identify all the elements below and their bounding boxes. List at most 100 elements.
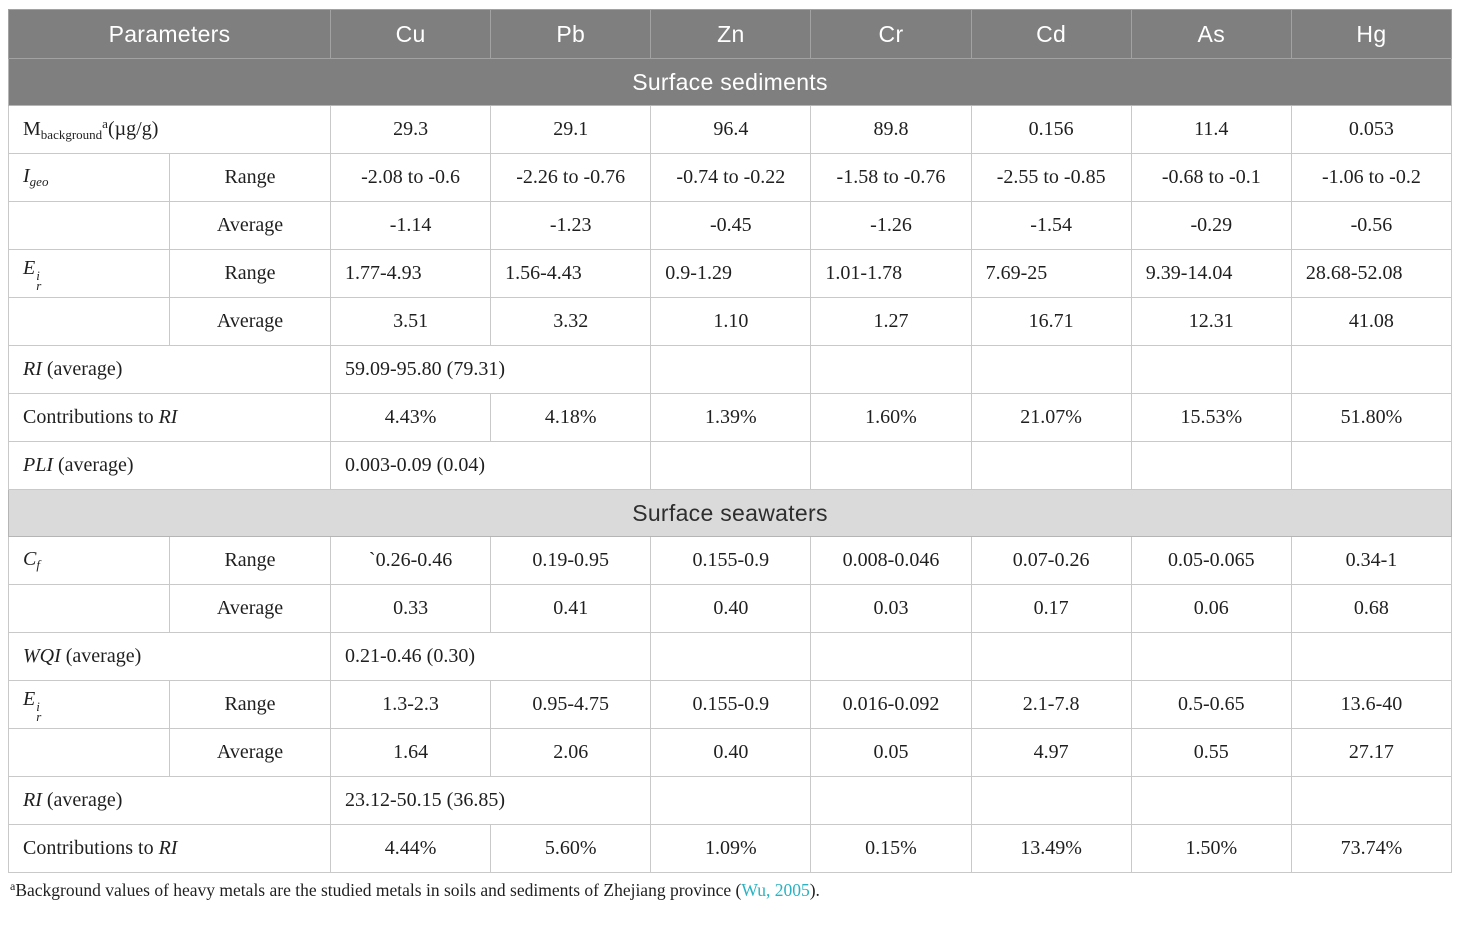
row-sublabel: Average [169,584,331,633]
value-cell-cu: 4.43% [329,393,492,442]
value-cell-pb: 0.19-0.95 [490,536,652,585]
value-cell-cr: 0.05 [810,728,972,777]
empty-cell [1130,632,1292,681]
value-cell-zn: 0.155-0.9 [650,536,812,585]
value-cell-cu: 29.3 [329,105,492,154]
value-cell-pb: 5.60% [490,824,652,873]
value-cell-cd: 16.71 [970,297,1132,346]
value-cell-hg: 0.68 [1290,584,1453,633]
value-cell-pb: 2.06 [490,728,652,777]
value-cell-cd: -1.54 [970,201,1132,250]
footnote: aBackground values of heavy metals are t… [10,879,820,900]
row-label: Cf [8,536,170,585]
value-cell-as: -0.29 [1130,201,1292,250]
value-cell-as: 1.50% [1130,824,1292,873]
empty-cell [1130,345,1292,394]
column-header-hg: Hg [1290,9,1453,59]
column-header-cd: Cd [970,9,1132,59]
value-cell-as: 0.55 [1130,728,1292,777]
empty-cell [650,632,812,681]
value-cell-pb: 0.95-4.75 [490,680,652,729]
value-cell-span: 59.09-95.80 (79.31) [329,345,652,394]
value-cell-cd: 13.49% [970,824,1132,873]
value-cell-cd: -2.55 to -0.85 [970,153,1132,202]
table-row: PLI (average) 0.003-0.09 (0.04) [8,441,1453,490]
row-sublabel: Average [169,728,331,777]
table-row: RI (average) 23.12-50.15 (36.85) [8,776,1453,825]
value-cell-zn: 0.9-1.29 [650,249,812,298]
column-header-cr: Cr [810,9,972,59]
value-cell-span: 0.003-0.09 (0.04) [329,441,652,490]
empty-cell [1290,632,1453,681]
column-header-as: As [1130,9,1292,59]
value-cell-cr: 0.008-0.046 [810,536,972,585]
value-cell-cd: 2.1-7.8 [970,680,1132,729]
value-cell-cd: 21.07% [970,393,1132,442]
value-cell-as: 12.31 [1130,297,1292,346]
value-cell-cr: 1.60% [810,393,972,442]
value-cell-cr: 89.8 [810,105,972,154]
row-sublabel: Range [169,249,331,298]
value-cell-span: 23.12-50.15 (36.85) [329,776,652,825]
empty-cell [970,632,1132,681]
table-row: Igeo Range -2.08 to -0.6 -2.26 to -0.76 -0.7… [8,153,1453,202]
value-cell-cd: 7.69-25 [970,249,1132,298]
value-cell-pb: -1.23 [490,201,652,250]
value-cell-zn: 0.40 [650,728,812,777]
empty-cell [650,441,812,490]
row-label: WQI (average) [8,632,331,681]
value-cell-hg: -1.06 to -0.2 [1290,153,1453,202]
table-row: Average 0.33 0.41 0.40 0.03 0.17 0.06 0.68 [8,584,1453,633]
value-cell-cu: 1.3-2.3 [329,680,492,729]
empty-cell [810,776,972,825]
empty-cell [970,441,1132,490]
empty-cell [970,345,1132,394]
table-row: Contributions to RI 4.44% 5.60% 1.09% 0.15% 1… [8,824,1453,873]
column-header-pb: Pb [490,9,652,59]
table-row: WQI (average) 0.21-0.46 (0.30) [8,632,1453,681]
value-cell-pb: 4.18% [490,393,652,442]
value-cell-cr: 0.15% [810,824,972,873]
row-label: RI (average) [8,776,331,825]
value-cell-cr: 0.016-0.092 [810,680,972,729]
value-cell-as: 15.53% [1130,393,1292,442]
value-cell-cr: -1.26 [810,201,972,250]
value-cell-hg: 13.6-40 [1290,680,1453,729]
value-cell-zn: 1.09% [650,824,812,873]
value-cell-cr: 1.01-1.78 [810,249,972,298]
value-cell-pb: 0.41 [490,584,652,633]
value-cell-hg: 0.34-1 [1290,536,1453,585]
citation-link[interactable]: Wu, 2005 [741,880,810,900]
value-cell-hg: 41.08 [1290,297,1453,346]
table-row: Cf Range `0.26-0.46 0.19-0.95 0.155-0.9 0.008… [8,536,1453,585]
empty-cell [650,345,812,394]
value-cell-cd: 0.17 [970,584,1132,633]
value-cell-pb: -2.26 to -0.76 [490,153,652,202]
row-label: Contributions to RI [8,393,331,442]
value-cell-zn: 0.40 [650,584,812,633]
value-cell-cu: 3.51 [329,297,492,346]
section-band-row: Surface sediments [8,58,1452,106]
value-cell-hg: 73.74% [1290,824,1453,873]
value-cell-cu: 4.44% [329,824,492,873]
header-row: Parameters Cu Pb Zn Cr Cd As Hg [8,9,1453,59]
empty-cell [650,776,812,825]
value-cell-as: -0.68 to -0.1 [1130,153,1292,202]
row-label [8,297,170,346]
table-body: Surface sediments Mbackgrounda(µg/g) 29.3 2… [8,58,1453,873]
value-cell-zn: 1.39% [650,393,812,442]
row-sublabel: Range [169,153,331,202]
value-cell-zn: 96.4 [650,105,812,154]
value-cell-hg: 51.80% [1290,393,1453,442]
value-cell-pb: 29.1 [490,105,652,154]
heavy-metals-indices-table: Parameters Cu Pb Zn Cr Cd As Hg Surface sedimen… [8,9,1453,873]
value-cell-as: 0.06 [1130,584,1292,633]
row-sublabel: Average [169,297,331,346]
empty-cell [810,345,972,394]
row-label [8,201,170,250]
value-cell-cu: `0.26-0.46 [329,536,492,585]
row-sublabel: Average [169,201,331,250]
value-cell-zn: 0.155-0.9 [650,680,812,729]
value-cell-as: 9.39-14.04 [1130,249,1292,298]
empty-cell [970,776,1132,825]
